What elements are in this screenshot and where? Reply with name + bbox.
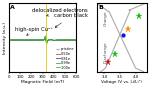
Text: Charge: Charge	[104, 11, 108, 26]
X-axis label: Magnetic Field (mT): Magnetic Field (mT)	[21, 80, 64, 84]
Text: B: B	[98, 5, 103, 10]
X-axis label: Voltage (V vs. Li/Li⁰): Voltage (V vs. Li/Li⁰)	[101, 80, 142, 84]
Text: high-spin Cu²⁺: high-spin Cu²⁺	[15, 27, 53, 35]
Legend: pristine, 0.50e, 0.81e, 0.99e, 1.00e: pristine, 0.50e, 0.81e, 0.99e, 1.00e	[56, 47, 75, 70]
Text: delocalized electrons: delocalized electrons	[32, 8, 88, 16]
Text: A: A	[10, 5, 14, 10]
Y-axis label: Intensity (a.u.): Intensity (a.u.)	[3, 22, 8, 54]
Text: Discharge: Discharge	[104, 42, 108, 63]
Text: carbon black: carbon black	[54, 13, 88, 27]
